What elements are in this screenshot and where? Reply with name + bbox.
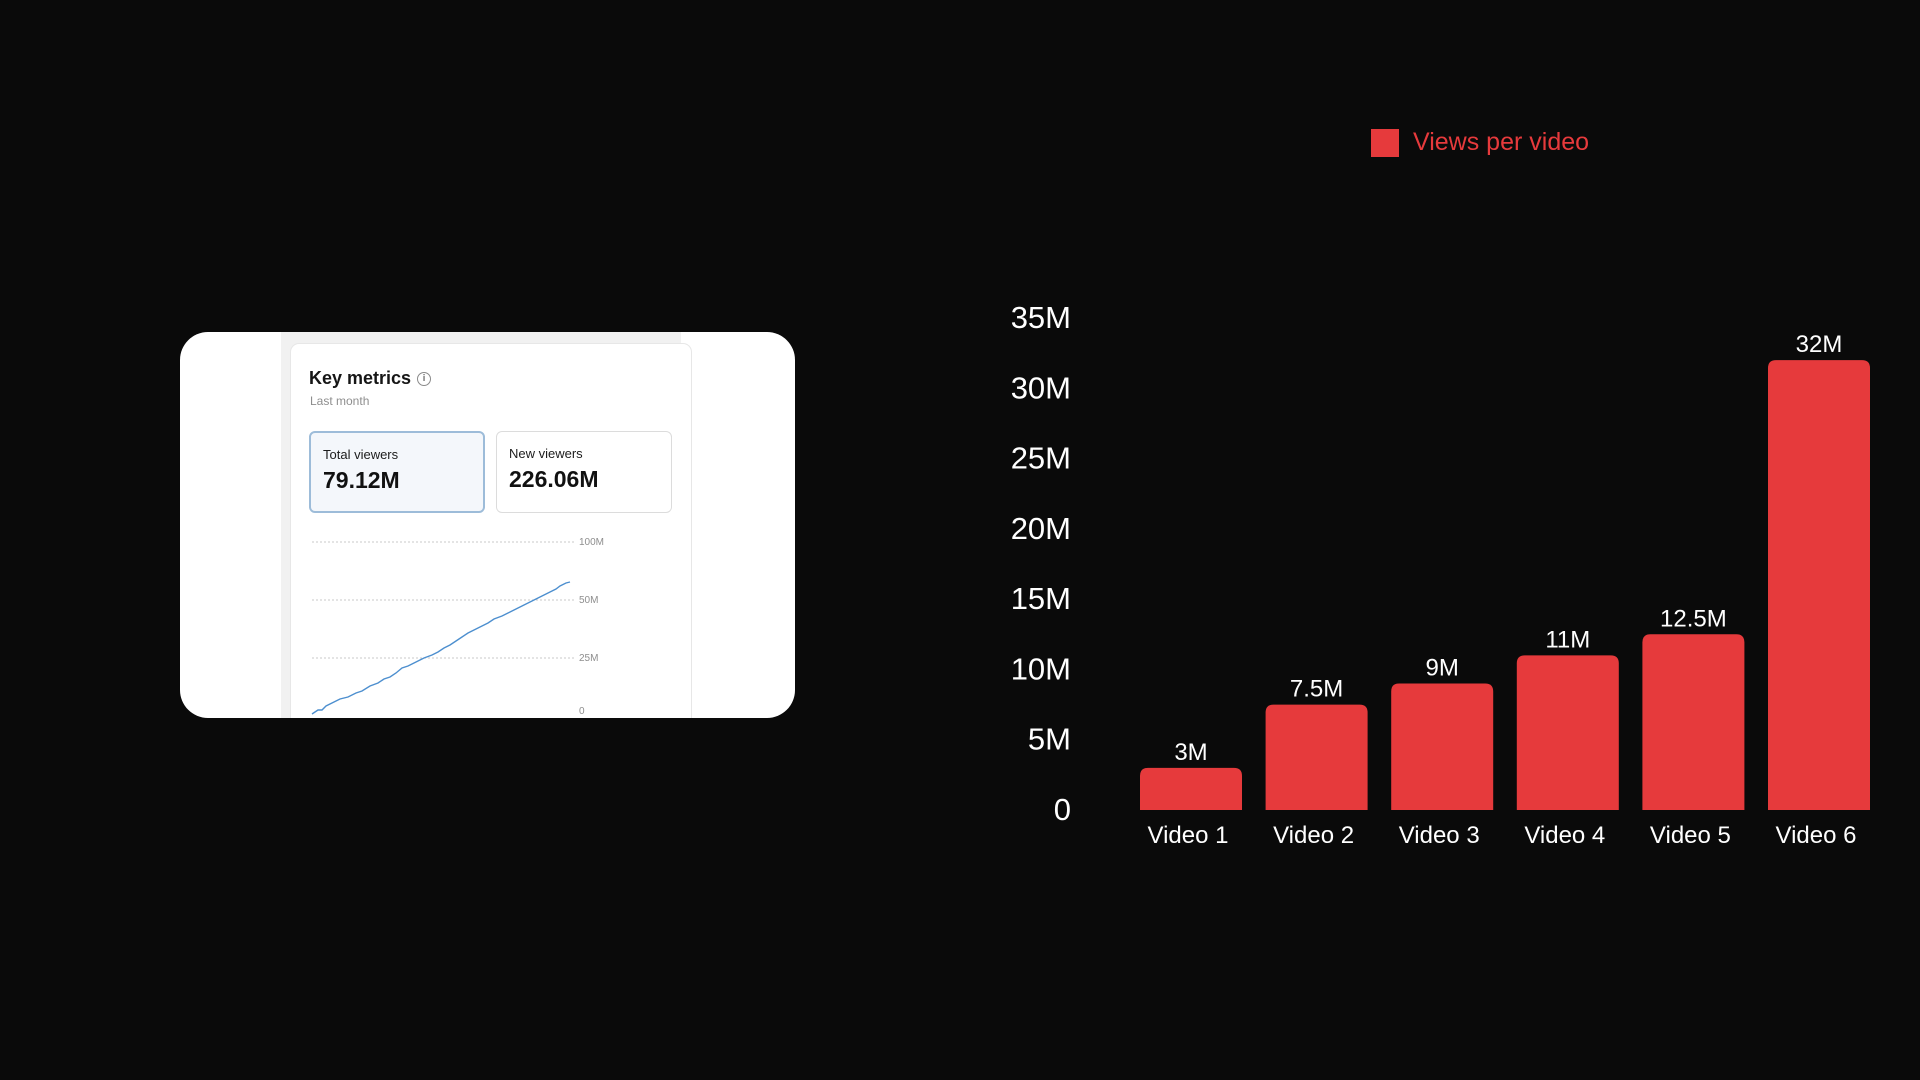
metric-label: New viewers <box>509 446 583 461</box>
x-tick-label: Video 6 <box>1776 822 1857 849</box>
bars: 3M 7.5M 9M 11M 12.5M 32M <box>1140 331 1870 810</box>
bar <box>1768 360 1870 810</box>
x-tick-label: Video 4 <box>1524 822 1605 849</box>
key-metrics-screenshot: Key metrics i Last month Total viewers 7… <box>180 332 795 718</box>
data-label: 9M <box>1426 654 1459 681</box>
mini-y-tick-label: 25M <box>579 653 598 664</box>
mini-y-tick-label: 50M <box>579 595 598 606</box>
metric-card-total-viewers[interactable]: Total viewers 79.12M <box>309 431 485 513</box>
info-icon[interactable]: i <box>417 371 432 386</box>
y-tick-label: 0 <box>1054 792 1071 827</box>
mini-y-tick-label: 0 <box>579 706 585 717</box>
key-metrics-subtitle: Last month <box>310 394 370 408</box>
legend-label: Views per video <box>1413 128 1590 156</box>
bar-chart: 0 5M 10M 15M 20M 25M 30M 35M 3M 7.5M 9M 11M 12.5M 32… <box>1011 300 1870 849</box>
bar <box>1516 655 1619 810</box>
x-tick-label: Video 3 <box>1399 822 1480 849</box>
mini-line-chart: 100M 50M 25M 0 <box>311 537 604 717</box>
data-label: 11M <box>1545 626 1590 653</box>
metric-value: 226.06M <box>509 466 599 492</box>
metric-value: 79.12M <box>323 467 400 493</box>
bar <box>1265 704 1368 810</box>
bar <box>1140 767 1242 810</box>
bar <box>1391 683 1494 810</box>
y-tick-label: 25M <box>1011 441 1071 476</box>
data-label: 3M <box>1174 739 1207 766</box>
key-metrics-header: Key metrics i <box>309 368 432 389</box>
mini-y-tick-label: 100M <box>579 537 604 548</box>
data-label: 12.5M <box>1660 605 1727 632</box>
legend-swatch <box>1371 128 1399 157</box>
metric-label: Total viewers <box>323 447 399 462</box>
y-axis: 0 5M 10M 15M 20M 25M 30M 35M <box>1011 300 1071 827</box>
y-tick-label: 30M <box>1011 370 1071 405</box>
y-tick-label: 10M <box>1011 651 1071 686</box>
metric-card-new-viewers[interactable]: New viewers 226.06M <box>496 431 672 513</box>
chart-legend: Views per video <box>1371 128 1589 157</box>
x-tick-label: Video 1 <box>1148 822 1229 849</box>
y-tick-label: 35M <box>1011 300 1071 335</box>
x-tick-label: Video 2 <box>1273 822 1354 849</box>
y-tick-label: 5M <box>1028 722 1071 757</box>
data-label: 32M <box>1796 331 1843 358</box>
x-tick-label: Video 5 <box>1650 822 1731 849</box>
data-label: 7.5M <box>1290 676 1343 703</box>
y-tick-label: 20M <box>1011 511 1071 546</box>
bar <box>1642 634 1745 810</box>
key-metrics-title: Key metrics <box>309 368 412 388</box>
key-metrics-panel <box>291 344 691 718</box>
x-axis: Video 1 Video 2 Video 3 Video 4 Video 5 Video… <box>1148 822 1857 849</box>
mini-trend-line <box>311 581 571 715</box>
y-tick-label: 15M <box>1011 581 1071 616</box>
